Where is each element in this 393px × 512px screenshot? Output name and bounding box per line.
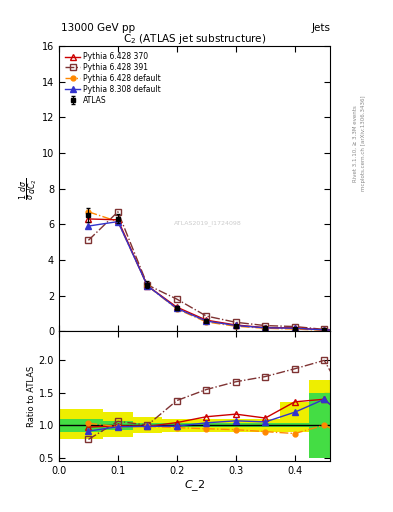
Pythia 8.308 default [322, 327, 327, 333]
Pythia 8.308 default [174, 305, 179, 311]
Pythia 6.428 370 [233, 322, 238, 328]
Pythia 8.308 default [204, 318, 209, 324]
Pythia 6.428 default [233, 323, 238, 329]
Pythia 6.428 370 [86, 216, 91, 222]
Pythia 6.428 391 [233, 319, 238, 325]
Text: ATLAS2019_I1724098: ATLAS2019_I1724098 [174, 220, 242, 226]
Pythia 6.428 default [145, 283, 150, 289]
Pythia 6.428 370 [174, 304, 179, 310]
Pythia 6.428 default [322, 327, 327, 333]
Pythia 6.428 370 [292, 325, 297, 331]
Pythia 6.428 391 [351, 327, 356, 333]
Pythia 6.428 391 [204, 313, 209, 319]
Pythia 6.428 391 [263, 323, 268, 329]
Text: Rivet 3.1.10, ≥ 3.3M events: Rivet 3.1.10, ≥ 3.3M events [353, 105, 358, 182]
Pythia 8.308 default [233, 323, 238, 329]
Pythia 6.428 370 [204, 317, 209, 323]
Text: mcplots.cern.ch [arXiv:1306.3436]: mcplots.cern.ch [arXiv:1306.3436] [361, 96, 366, 191]
Pythia 6.428 default [204, 319, 209, 325]
Pythia 6.428 370 [263, 325, 268, 331]
Pythia 8.308 default [263, 325, 268, 331]
Line: Pythia 8.308 default: Pythia 8.308 default [86, 219, 356, 333]
Pythia 6.428 391 [86, 237, 91, 243]
Pythia 6.428 370 [116, 217, 120, 223]
Pythia 6.428 370 [351, 327, 356, 333]
Line: Pythia 6.428 default: Pythia 6.428 default [86, 209, 356, 333]
X-axis label: $C\_2$: $C\_2$ [184, 478, 205, 493]
Y-axis label: Ratio to ATLAS: Ratio to ATLAS [27, 366, 36, 426]
Pythia 6.428 default [292, 326, 297, 332]
Pythia 6.428 370 [322, 327, 327, 333]
Pythia 6.428 370 [145, 283, 150, 289]
Pythia 8.308 default [116, 219, 120, 225]
Title: C$_2$ (ATLAS jet substructure): C$_2$ (ATLAS jet substructure) [123, 32, 266, 46]
Line: Pythia 6.428 391: Pythia 6.428 391 [86, 209, 356, 333]
Line: Pythia 6.428 370: Pythia 6.428 370 [86, 216, 356, 333]
Pythia 6.428 391 [116, 209, 120, 215]
Pythia 6.428 default [116, 219, 120, 225]
Pythia 6.428 default [351, 328, 356, 334]
Text: 13000 GeV pp: 13000 GeV pp [61, 23, 135, 33]
Pythia 8.308 default [86, 223, 91, 229]
Pythia 6.428 391 [322, 326, 327, 332]
Text: Jets: Jets [311, 23, 330, 33]
Pythia 6.428 default [263, 325, 268, 331]
Pythia 8.308 default [292, 325, 297, 331]
Pythia 6.428 391 [174, 296, 179, 302]
Pythia 6.428 default [86, 209, 91, 215]
Pythia 6.428 391 [145, 282, 150, 288]
Pythia 6.428 391 [292, 324, 297, 330]
Pythia 8.308 default [145, 283, 150, 289]
Y-axis label: $\frac{1}{\sigma}\frac{d\sigma}{dC_2}$: $\frac{1}{\sigma}\frac{d\sigma}{dC_2}$ [18, 178, 40, 200]
Pythia 6.428 default [174, 306, 179, 312]
Pythia 8.308 default [351, 327, 356, 333]
Legend: Pythia 6.428 370, Pythia 6.428 391, Pythia 6.428 default, Pythia 8.308 default, : Pythia 6.428 370, Pythia 6.428 391, Pyth… [63, 50, 163, 107]
